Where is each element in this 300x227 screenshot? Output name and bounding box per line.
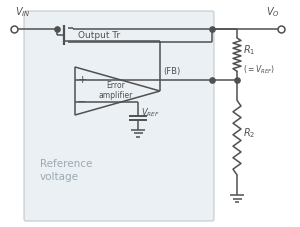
Text: Error: Error — [106, 81, 125, 89]
Text: Reference
voltage: Reference voltage — [40, 159, 92, 182]
Text: $R_2$: $R_2$ — [243, 127, 255, 141]
Text: Output Tr: Output Tr — [78, 30, 120, 39]
Text: $V_{REF}$: $V_{REF}$ — [141, 107, 160, 119]
Text: $R_1$: $R_1$ — [243, 44, 255, 57]
Text: amplifier: amplifier — [98, 91, 133, 101]
Text: $V_O$: $V_O$ — [266, 5, 280, 19]
Text: −: − — [77, 97, 87, 107]
FancyBboxPatch shape — [24, 11, 214, 221]
Text: (FB): (FB) — [163, 67, 180, 76]
Text: +: + — [77, 75, 87, 85]
Text: $(=V_{REF})$: $(=V_{REF})$ — [243, 64, 275, 76]
Text: $V_{IN}$: $V_{IN}$ — [15, 5, 31, 19]
